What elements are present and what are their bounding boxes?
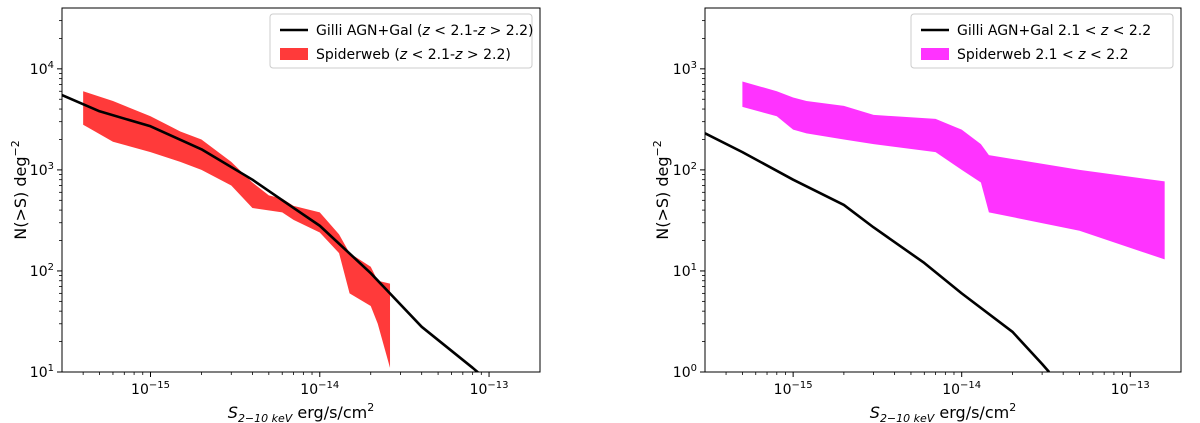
y-axis-label: N(>S) deg−2 <box>9 140 30 239</box>
y-tick-label: 102 <box>30 262 54 280</box>
legend-swatch-band <box>280 48 308 60</box>
series-band-1 <box>83 91 391 368</box>
y-tick-label: 101 <box>30 363 54 381</box>
axes-frame <box>61 7 541 373</box>
legend-label: Gilli AGN+Gal (z < 2.1-z > 2.2) <box>316 23 534 39</box>
series-line-0 <box>62 93 480 372</box>
legend-label: Spiderweb (z < 2.1-z > 2.2) <box>316 47 511 63</box>
axes-frame <box>704 7 1182 373</box>
y-tick-label: 103 <box>30 161 54 179</box>
y-tick-label: 104 <box>30 60 54 78</box>
y-tick-label: 100 <box>673 363 697 381</box>
y-axis-label: N(>S) deg−2 <box>651 140 672 239</box>
x-tick-label: 10−14 <box>942 380 981 398</box>
right-chart: 10−15 10−14 10−13 100 101 102 103 S2−10 keV erg… <box>651 7 1182 423</box>
legend-label: Gilli AGN+Gal 2.1 < z < 2.2 <box>957 23 1151 39</box>
y-tick-label: 103 <box>673 60 697 78</box>
left-chart: 10−15 10−14 10−13 101 102 103 104 S2−10 keV erg… <box>9 7 541 423</box>
x-tick-label: 10−15 <box>131 380 170 398</box>
x-tick-label: 10−13 <box>470 380 509 398</box>
legend-label: Spiderweb 2.1 < z < 2.2 <box>957 47 1128 63</box>
x-axis-label: S2−10 keV erg/s/cm2 <box>870 401 1016 423</box>
plot-area <box>62 91 480 372</box>
plot-area <box>705 81 1165 372</box>
y-tick-label: 102 <box>673 161 697 179</box>
legend: Gilli AGN+Gal (z < 2.1-z > 2.2) Spiderweb… <box>269 13 534 69</box>
series-band-1 <box>742 81 1165 260</box>
x-axis-label: S2−10 keV erg/s/cm2 <box>228 401 374 423</box>
legend-box <box>269 13 533 69</box>
x-tick-label: 10−14 <box>300 380 339 398</box>
legend-swatch-band <box>921 48 949 60</box>
x-tick-label: 10−13 <box>1111 380 1150 398</box>
y-tick-label: 101 <box>673 262 697 280</box>
legend-box <box>910 13 1174 69</box>
series-line-0 <box>705 132 1051 372</box>
legend: Gilli AGN+Gal 2.1 < z < 2.2 Spiderweb 2.1… <box>910 13 1174 69</box>
x-tick-label: 10−15 <box>774 380 813 398</box>
